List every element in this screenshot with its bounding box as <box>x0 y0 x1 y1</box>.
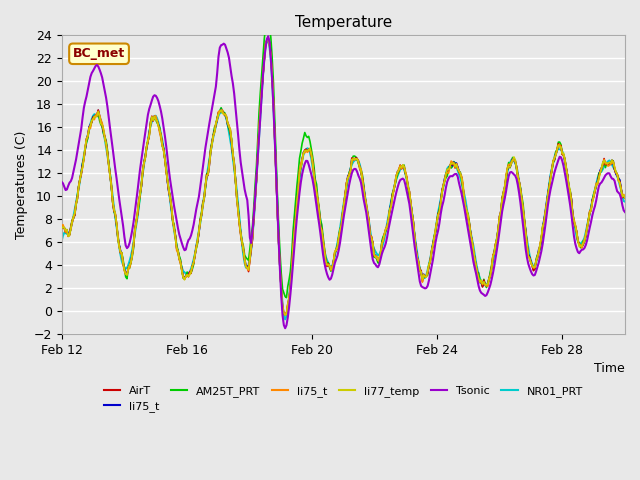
Text: BC_met: BC_met <box>73 47 125 60</box>
X-axis label: Time: Time <box>595 362 625 375</box>
Y-axis label: Temperatures (C): Temperatures (C) <box>15 131 28 239</box>
Title: Temperature: Temperature <box>294 15 392 30</box>
Legend: AirT, li75_t, AM25T_PRT, li75_t, li77_temp, Tsonic, NR01_PRT: AirT, li75_t, AM25T_PRT, li75_t, li77_te… <box>99 381 588 417</box>
